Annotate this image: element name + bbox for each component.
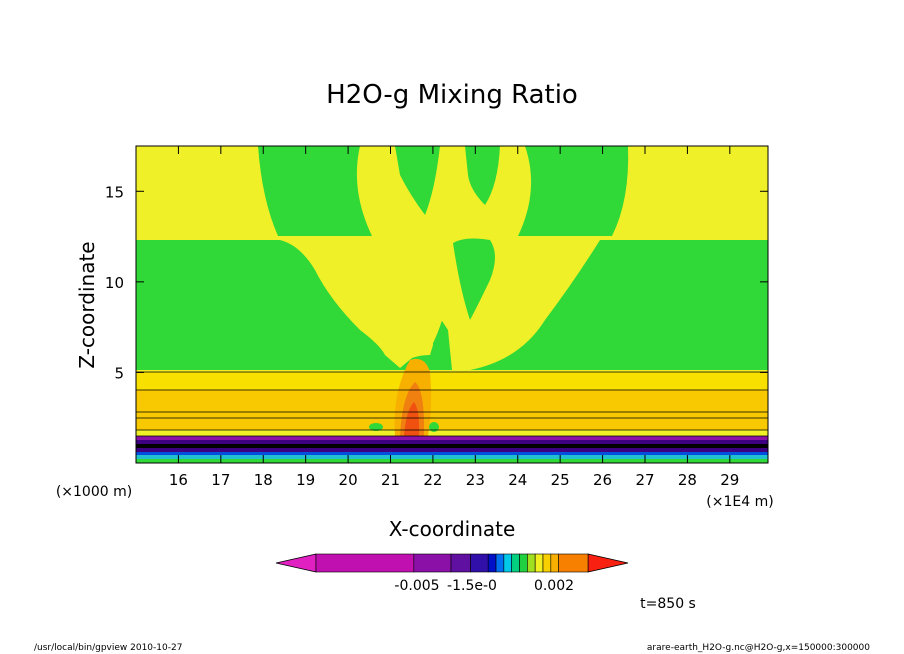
region-upper-green-right	[518, 146, 629, 236]
x-tick-label-11: 27	[635, 471, 654, 489]
colorbar-segment-12	[542, 553, 552, 573]
colorbar-low-arrow	[275, 553, 317, 573]
x-tick-label-8: 24	[508, 471, 527, 489]
colorbar-segment-14	[558, 553, 589, 573]
x-axis-label: X-coordinate	[389, 517, 516, 541]
y-axis-label: Z-coordinate	[75, 241, 99, 368]
colorbar-high-arrow	[587, 553, 629, 573]
colorbar-segment-3	[450, 553, 471, 573]
colorbar-segment-4	[470, 553, 489, 573]
x-tick-label-9: 25	[551, 471, 570, 489]
colorbar-segment-7	[503, 553, 512, 573]
colorbar-segment-10	[527, 553, 536, 573]
y-axis: 5 10 15	[105, 183, 768, 382]
y-axis-unit-label: (×1000 m)	[56, 484, 132, 500]
x-axis: 16 17 18 19 20 21 22 23 24 25 26 27 28 29	[169, 146, 739, 489]
colorbar-segment-5	[487, 553, 497, 573]
colorbar-label-2: 0.002	[534, 578, 574, 594]
colorbar-segment-2	[413, 553, 452, 573]
colorbar	[275, 553, 629, 573]
colorbar-labels: -0.005 -1.5e-0 0.002	[394, 578, 574, 594]
colorbar-label-0: -0.005	[394, 578, 439, 594]
x-tick-label-6: 22	[423, 471, 442, 489]
colorbar-segment-9	[519, 553, 528, 573]
x-tick-label-4: 20	[339, 471, 358, 489]
y-tick-label-2: 15	[105, 183, 124, 201]
plot-frame	[135, 145, 769, 464]
region-upper-moist-band	[136, 240, 768, 370]
footer-right: arare-earth_H2O-g.nc@H2O-g,x=150000:3000…	[647, 643, 870, 653]
plot-area	[135, 145, 769, 464]
region-low-orange-layer	[136, 390, 768, 430]
colorbar-segment-8	[511, 553, 520, 573]
x-axis-unit-label: (×1E4 m)	[706, 494, 773, 510]
colorbar-label-1: -1.5e-0	[447, 578, 497, 594]
footer-left: /usr/local/bin/gpview 2010-10-27	[34, 643, 182, 653]
x-tick-label-10: 26	[593, 471, 612, 489]
x-tick-label-3: 19	[296, 471, 315, 489]
x-tick-label-1: 17	[211, 471, 230, 489]
x-tick-label-13: 29	[720, 471, 739, 489]
colorbar-segment-11	[534, 553, 544, 573]
y-tick-label-1: 10	[105, 274, 124, 292]
x-tick-label-12: 28	[678, 471, 697, 489]
x-tick-label-5: 21	[381, 471, 400, 489]
colorbar-segment-13	[550, 553, 559, 573]
region-upper-green-mid	[395, 146, 440, 215]
y-tick-label-0: 5	[114, 364, 124, 382]
time-annotation: t=850 s	[640, 596, 696, 612]
chart-title: H2O-g Mixing Ratio	[326, 80, 578, 110]
colorbar-segment-1	[315, 553, 415, 573]
region-surface-dark-band	[136, 436, 768, 440]
x-tick-label-7: 23	[466, 471, 485, 489]
region-upper-green-left	[258, 146, 372, 236]
x-tick-label-0: 16	[169, 471, 188, 489]
colorbar-segment-6	[495, 553, 505, 573]
x-tick-label-2: 18	[254, 471, 273, 489]
